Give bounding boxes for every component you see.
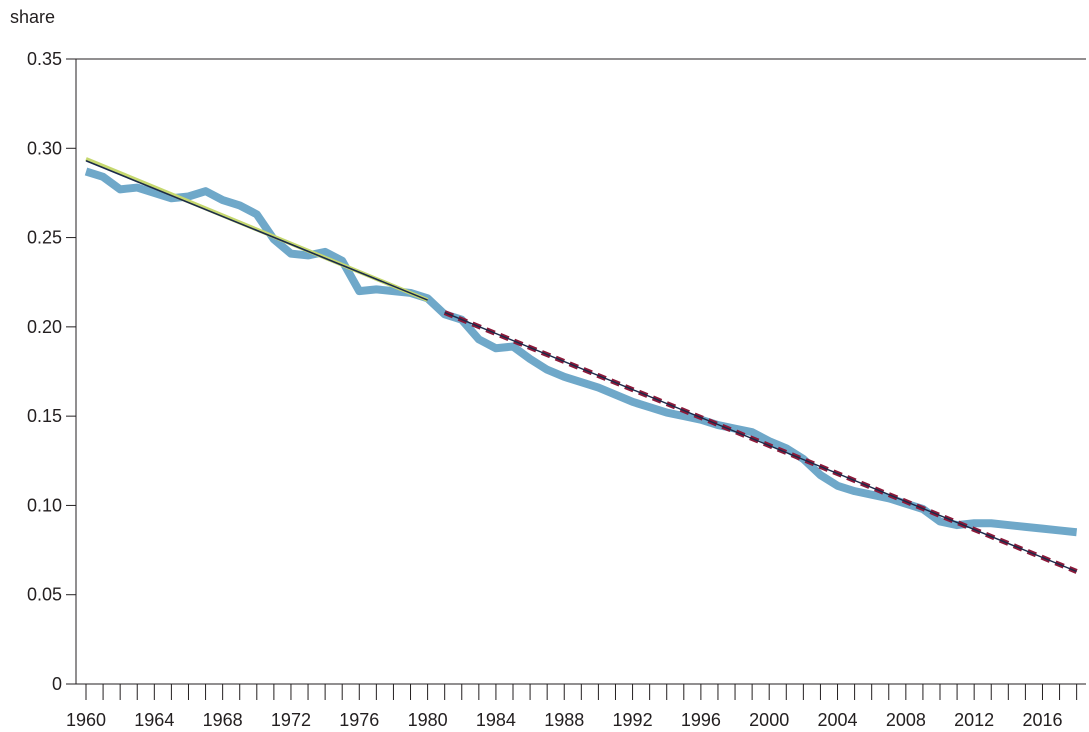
x-tick-label-1984: 1984 <box>476 710 516 730</box>
x-tick-label-1968: 1968 <box>203 710 243 730</box>
y-axis-title: share <box>10 7 55 27</box>
x-tick-label-2000: 2000 <box>749 710 789 730</box>
x-tick-label-2016: 2016 <box>1022 710 1062 730</box>
y-tick-label-6: 0.30 <box>27 138 62 158</box>
y-tick-label-3: 0.15 <box>27 406 62 426</box>
trend-line-1981-2018-inner <box>444 311 1077 573</box>
x-tick-label-2004: 2004 <box>817 710 857 730</box>
x-tick-label-1992: 1992 <box>613 710 653 730</box>
x-tick-label-1988: 1988 <box>544 710 584 730</box>
x-tick-label-1976: 1976 <box>339 710 379 730</box>
x-tick-label-2008: 2008 <box>886 710 926 730</box>
y-tick-label-0: 0 <box>52 674 62 694</box>
x-tick-label-2012: 2012 <box>954 710 994 730</box>
x-tick-label-1996: 1996 <box>681 710 721 730</box>
x-tick-label-1964: 1964 <box>134 710 174 730</box>
y-tick-label-4: 0.20 <box>27 317 62 337</box>
y-tick-label-7: 0.35 <box>27 49 62 69</box>
x-tick-label-1980: 1980 <box>408 710 448 730</box>
series-actual-share <box>84 167 1078 537</box>
x-tick-label-1972: 1972 <box>271 710 311 730</box>
x-tick-label-1960: 1960 <box>66 710 106 730</box>
y-tick-label-1: 0.05 <box>27 585 62 605</box>
y-tick-label-5: 0.25 <box>27 228 62 248</box>
y-tick-label-2: 0.10 <box>27 495 62 515</box>
plot-area: 0 0.05 0.10 0.15 0.20 0.25 0.30 0.35 1960 1964 196… <box>27 49 1086 730</box>
trend-line-1960-1980-inner <box>85 160 428 301</box>
